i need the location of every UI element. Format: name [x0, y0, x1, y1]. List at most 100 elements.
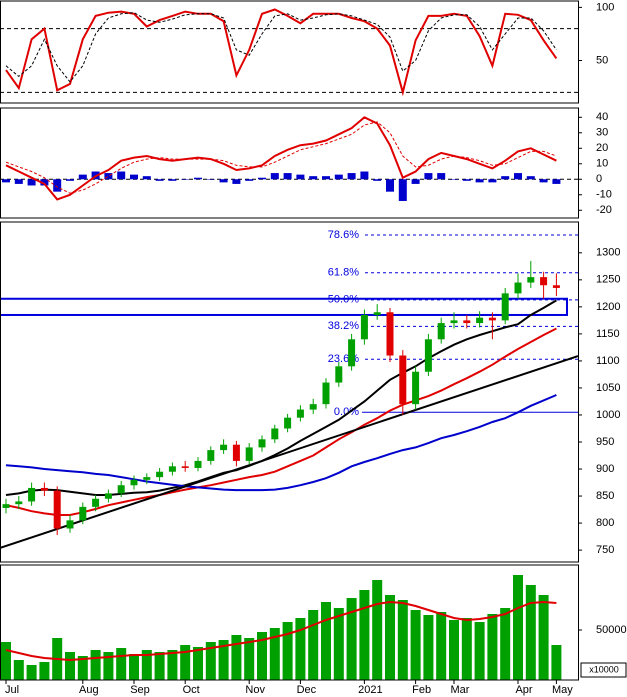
panel-frame	[0, 0, 579, 104]
candle-body	[386, 312, 394, 356]
series-line	[5, 121, 557, 194]
x-tick-label: Sep	[130, 684, 150, 696]
histogram-bar	[219, 179, 228, 183]
series-line	[5, 116, 557, 201]
histogram-bar	[386, 179, 394, 192]
histogram-bar	[373, 179, 382, 181]
volume-bar	[244, 638, 255, 680]
candle-body	[79, 506, 87, 521]
histogram-bar	[488, 179, 497, 183]
histogram-bar	[27, 179, 36, 186]
panel-frame	[0, 564, 579, 681]
histogram-bar	[514, 173, 522, 180]
histogram-bar	[424, 173, 433, 180]
volume-bar	[282, 622, 293, 680]
candle-body	[143, 477, 151, 480]
volume-bar	[397, 600, 408, 680]
histogram-bar	[130, 174, 138, 180]
histogram-bar	[296, 174, 305, 180]
volume-bar	[385, 595, 395, 680]
histogram-bar	[66, 179, 74, 181]
volume-bar	[410, 610, 421, 680]
volume-bar	[39, 662, 50, 680]
y-tick-label: 900	[596, 463, 614, 475]
candle-body	[207, 450, 215, 461]
volume-bar	[1, 642, 11, 680]
x-tick-label: Mar	[451, 684, 470, 696]
y-tick-label: 950	[596, 436, 614, 448]
fib-label: 78.6%	[328, 229, 359, 241]
volume-bar	[346, 598, 357, 680]
x-tick-label: Aug	[79, 684, 99, 696]
histogram-bar	[194, 177, 202, 180]
x-tick-label: 2021	[358, 684, 382, 696]
volume-bar	[295, 618, 306, 680]
candle-body	[15, 501, 23, 505]
y-tick-label: 30	[596, 127, 608, 139]
histogram-bar	[501, 176, 510, 180]
candle-body	[552, 285, 560, 288]
candle-body	[220, 444, 228, 451]
volume-bar	[359, 590, 370, 680]
volume-bar	[90, 650, 101, 680]
y-tick-label: 40	[596, 111, 608, 123]
candle-body	[92, 498, 100, 507]
candle-body	[271, 428, 279, 440]
volume-bar	[525, 585, 536, 680]
volume-bar	[372, 580, 383, 680]
series-line	[5, 12, 557, 83]
candle-body	[245, 447, 253, 461]
histogram-bar	[142, 176, 151, 180]
volume-bar	[269, 628, 280, 680]
candle-body	[284, 417, 292, 429]
candle-body	[258, 439, 266, 448]
y-tick-label: 50000	[596, 624, 627, 636]
fib-label: 61.8%	[328, 267, 359, 279]
histogram-bar	[539, 179, 548, 183]
volume-bar	[538, 595, 549, 680]
candle-body	[348, 339, 356, 367]
histogram-bar	[462, 179, 471, 181]
candle-body	[181, 466, 189, 468]
histogram-bar	[2, 179, 10, 183]
histogram-bar	[232, 179, 241, 184]
candle-body	[424, 339, 432, 372]
histogram-bar	[552, 179, 561, 184]
histogram-bar	[475, 179, 484, 183]
histogram-bar	[53, 179, 62, 192]
x-tick-label: Apr	[515, 684, 532, 696]
volume-bar	[103, 652, 114, 680]
candle-body	[104, 493, 112, 499]
trendline	[0, 355, 579, 549]
histogram-bar	[526, 176, 535, 180]
candle-body	[488, 317, 496, 321]
candle-body	[194, 460, 202, 468]
histogram-bar	[181, 179, 190, 180]
volume-average	[5, 600, 557, 662]
candle-body	[373, 312, 381, 315]
candle-body	[476, 317, 484, 324]
volume-bar	[436, 612, 447, 680]
histogram-bar	[309, 176, 318, 180]
y-tick-label: 20	[596, 142, 608, 154]
histogram-bar	[258, 177, 266, 180]
panel-frame	[0, 221, 579, 563]
volume-bar	[423, 615, 434, 680]
histogram-bar	[78, 174, 87, 180]
y-tick-label: 1200	[596, 301, 620, 313]
series-line	[5, 327, 557, 516]
histogram-bar	[168, 179, 177, 181]
histogram-bar	[283, 173, 292, 180]
histogram-bar	[437, 173, 446, 180]
volume-bar	[13, 660, 24, 680]
y-tick-label: 50	[596, 54, 608, 66]
candle-body	[335, 366, 343, 383]
volume-bar	[500, 608, 511, 680]
volume-bar	[167, 650, 178, 680]
candle-body	[399, 355, 407, 405]
x-tick-label: Dec	[297, 684, 317, 696]
y-tick-label: 100	[596, 1, 614, 13]
y-tick-label: 850	[596, 490, 614, 502]
candle-body	[450, 320, 458, 324]
